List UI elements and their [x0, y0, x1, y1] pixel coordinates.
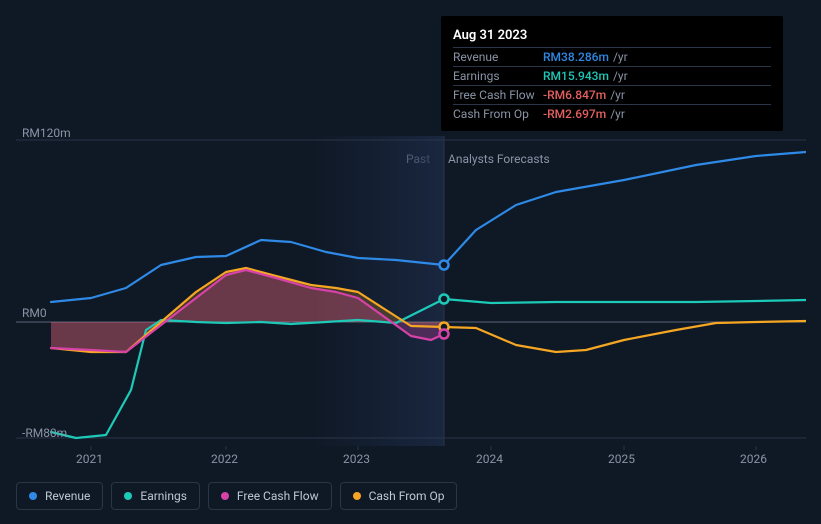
legend-item-fcf[interactable]: Free Cash Flow	[208, 482, 332, 510]
legend-item-revenue[interactable]: Revenue	[16, 482, 103, 510]
tooltip-row: Revenue RM38.286m /yr	[453, 47, 771, 66]
legend-label: Revenue	[45, 489, 90, 503]
y-label-bottom: -RM80m	[22, 426, 67, 440]
chart-tooltip: Aug 31 2023 Revenue RM38.286m /yr Earnin…	[441, 16, 783, 131]
tooltip-label: Cash From Op	[453, 107, 543, 121]
tooltip-label: Free Cash Flow	[453, 88, 543, 102]
tooltip-date: Aug 31 2023	[453, 24, 771, 47]
tooltip-value: -RM6.847m	[543, 88, 606, 102]
y-label-top: RM120m	[22, 126, 71, 140]
tooltip-unit: /yr	[610, 107, 625, 121]
y-label-zero: RM0	[22, 306, 47, 320]
tooltip-row: Earnings RM15.943m /yr	[453, 66, 771, 85]
tooltip-value: RM38.286m	[543, 50, 609, 64]
tooltip-unit: /yr	[613, 69, 628, 83]
tooltip-row: Cash From Op -RM2.697m /yr	[453, 104, 771, 123]
x-label: 2023	[343, 452, 370, 466]
x-label: 2022	[211, 452, 238, 466]
x-label: 2025	[608, 452, 635, 466]
tooltip-value: RM15.943m	[543, 69, 609, 83]
legend-item-cfo[interactable]: Cash From Op	[340, 482, 458, 510]
legend-label: Free Cash Flow	[237, 489, 319, 503]
chart-svg	[16, 130, 806, 450]
tooltip-label: Earnings	[453, 69, 543, 83]
legend-label: Cash From Op	[369, 489, 445, 503]
tooltip-unit: /yr	[610, 88, 625, 102]
chart-legend: Revenue Earnings Free Cash Flow Cash Fro…	[16, 482, 457, 510]
legend-dot-icon	[29, 492, 37, 500]
tooltip-row: Free Cash Flow -RM6.847m /yr	[453, 85, 771, 104]
chart-area[interactable]	[16, 130, 806, 450]
x-label: 2024	[476, 452, 503, 466]
x-label: 2026	[740, 452, 767, 466]
legend-dot-icon	[221, 492, 229, 500]
legend-dot-icon	[353, 492, 361, 500]
legend-label: Earnings	[140, 489, 187, 503]
legend-dot-icon	[124, 492, 132, 500]
tooltip-label: Revenue	[453, 50, 543, 64]
tooltip-value: -RM2.697m	[543, 107, 606, 121]
tooltip-unit: /yr	[613, 50, 628, 64]
legend-item-earnings[interactable]: Earnings	[111, 482, 200, 510]
x-label: 2021	[76, 452, 103, 466]
